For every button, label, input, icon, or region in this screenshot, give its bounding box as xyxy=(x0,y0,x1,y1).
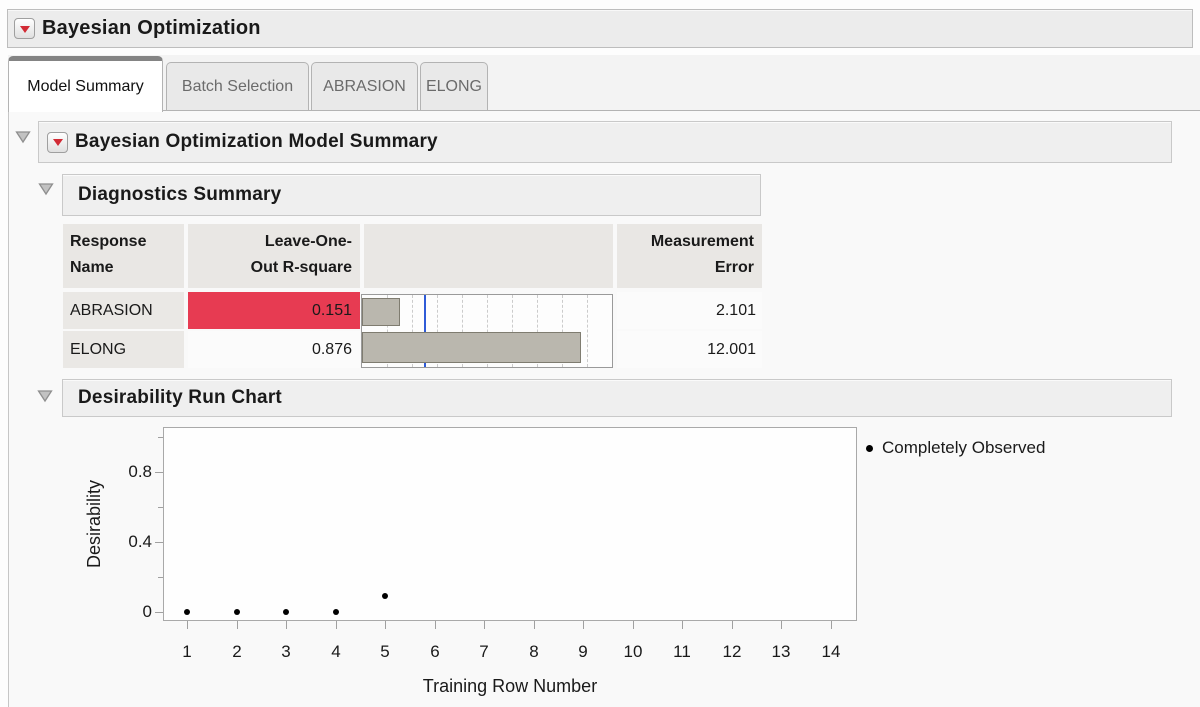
data-point xyxy=(333,609,339,615)
y-axis-tick-label: 0 xyxy=(142,602,152,621)
bar-plot-reference-line xyxy=(424,295,426,367)
x-axis-tick-label: 10 xyxy=(623,642,643,661)
x-axis-tick xyxy=(583,621,584,629)
x-axis-tick xyxy=(484,621,485,629)
disclosure-triangle-diagnostics[interactable] xyxy=(38,182,54,196)
data-point xyxy=(283,609,289,615)
column-header-loo-rsquare: Leave-One- Out R-square xyxy=(188,224,360,288)
outline-title-bar: Bayesian Optimization xyxy=(7,9,1193,48)
column-header-measurement-error: Measurement Error xyxy=(617,224,762,288)
red-triangle-menu-button[interactable] xyxy=(14,18,35,39)
x-axis-tick-label: 11 xyxy=(673,642,691,661)
tab-label: Batch Selection xyxy=(181,77,294,95)
table-cell-rsquare: 0.876 xyxy=(188,331,360,368)
y-axis-minor-tick xyxy=(158,577,163,578)
x-axis-tick xyxy=(435,621,436,629)
x-axis-title: Training Row Number xyxy=(422,676,598,696)
rsquare-bar-abrasion xyxy=(362,298,400,326)
x-axis-tick-label: 4 xyxy=(331,642,341,661)
bar-plot-gridline xyxy=(587,295,588,367)
bar-plot-gridline xyxy=(537,295,538,367)
legend-item-completely-observed[interactable]: Completely Observed xyxy=(866,435,1045,461)
x-axis-tick xyxy=(781,621,782,629)
red-triangle-menu-button-model-summary[interactable] xyxy=(47,131,68,153)
bar-plot-gridline xyxy=(512,295,513,367)
data-point xyxy=(234,609,240,615)
run-chart: Desirability Training Row Number Complet… xyxy=(0,425,1200,707)
x-axis-tick xyxy=(336,621,337,629)
bar-plot-gridline xyxy=(462,295,463,367)
bar-plot-gridline xyxy=(412,295,413,367)
section-bar-model-summary: Bayesian Optimization Model Summary xyxy=(38,121,1172,163)
y-axis-minor-tick xyxy=(158,507,163,508)
x-axis-tick-label: 2 xyxy=(232,642,242,661)
report-title: Bayesian Optimization xyxy=(42,17,261,39)
x-axis-tick xyxy=(385,621,386,629)
rsq-bar-plot xyxy=(361,294,613,368)
legend-label: Completely Observed xyxy=(882,438,1046,457)
x-axis-tick xyxy=(633,621,634,629)
x-axis-tick xyxy=(187,621,188,629)
y-axis-major-tick xyxy=(155,542,163,543)
x-axis-tick xyxy=(286,621,287,629)
column-header-rsquare-barplot xyxy=(364,224,613,288)
red-triangle-icon xyxy=(19,25,30,33)
x-axis-tick-label: 13 xyxy=(771,642,791,661)
gray-triangle-icon xyxy=(38,183,54,196)
x-axis-tick-label: 5 xyxy=(380,642,390,661)
bar-plot-gridline xyxy=(487,295,488,367)
x-axis-tick-label: 8 xyxy=(529,642,539,661)
x-axis-tick xyxy=(534,621,535,629)
table-cell-response: ABRASION xyxy=(63,292,184,329)
gray-triangle-icon xyxy=(15,131,31,144)
x-axis-tick-label: 7 xyxy=(479,642,489,661)
table-cell-response: ELONG xyxy=(63,331,184,368)
y-axis-major-tick xyxy=(155,612,163,613)
bar-plot-gridline xyxy=(387,295,388,367)
x-axis-tick-label: 3 xyxy=(281,642,291,661)
tab-model-summary[interactable]: Model Summary xyxy=(8,56,163,112)
gray-triangle-icon xyxy=(37,390,53,403)
column-header-response-name: Response Name xyxy=(63,224,184,288)
x-axis-tick-label: 9 xyxy=(578,642,588,661)
y-axis-tick-label: 0.4 xyxy=(128,532,152,551)
x-axis-tick-label: 6 xyxy=(430,642,440,661)
tab-batch-selection[interactable]: Batch Selection xyxy=(166,62,309,110)
x-axis-tick-label: 12 xyxy=(722,642,742,661)
data-point xyxy=(382,593,388,599)
section-title: Desirability Run Chart xyxy=(78,387,282,408)
disclosure-triangle-run-chart[interactable] xyxy=(37,389,53,403)
x-axis-tick xyxy=(831,621,832,629)
tab-label: Model Summary xyxy=(27,77,144,95)
section-title: Bayesian Optimization Model Summary xyxy=(75,131,438,152)
tab-label: ABRASION xyxy=(323,77,406,95)
x-axis-tick xyxy=(237,621,238,629)
run-chart-plot-area xyxy=(163,427,857,621)
x-axis-tick-label: 14 xyxy=(821,642,841,661)
red-triangle-icon xyxy=(52,139,63,146)
y-axis-major-tick xyxy=(155,472,163,473)
legend-marker-dot-icon xyxy=(866,444,873,452)
x-axis-tick-label: 1 xyxy=(182,642,192,661)
tab-label: ELONG xyxy=(425,77,482,95)
table-cell-measurement-error: 2.101 xyxy=(617,292,762,329)
table-cell-measurement-error: 12.001 xyxy=(617,331,762,368)
bar-plot-gridline xyxy=(562,295,563,367)
table-cell-rsquare-flagged: 0.151 xyxy=(188,292,360,329)
section-title: Diagnostics Summary xyxy=(78,184,282,205)
x-axis-tick xyxy=(682,621,683,629)
section-bar-run-chart: Desirability Run Chart xyxy=(62,379,1172,417)
disclosure-triangle-model-summary[interactable] xyxy=(15,130,31,144)
bar-plot-gridline xyxy=(437,295,438,367)
y-axis-tick-label: 0.8 xyxy=(128,462,152,481)
x-axis-tick xyxy=(732,621,733,629)
y-axis-minor-tick xyxy=(158,437,163,438)
data-point xyxy=(184,609,190,615)
section-bar-diagnostics: Diagnostics Summary xyxy=(62,174,761,216)
tab-elong[interactable]: ELONG xyxy=(420,62,488,110)
rsquare-bar-elong xyxy=(362,332,581,363)
tab-abrasion[interactable]: ABRASION xyxy=(311,62,418,110)
